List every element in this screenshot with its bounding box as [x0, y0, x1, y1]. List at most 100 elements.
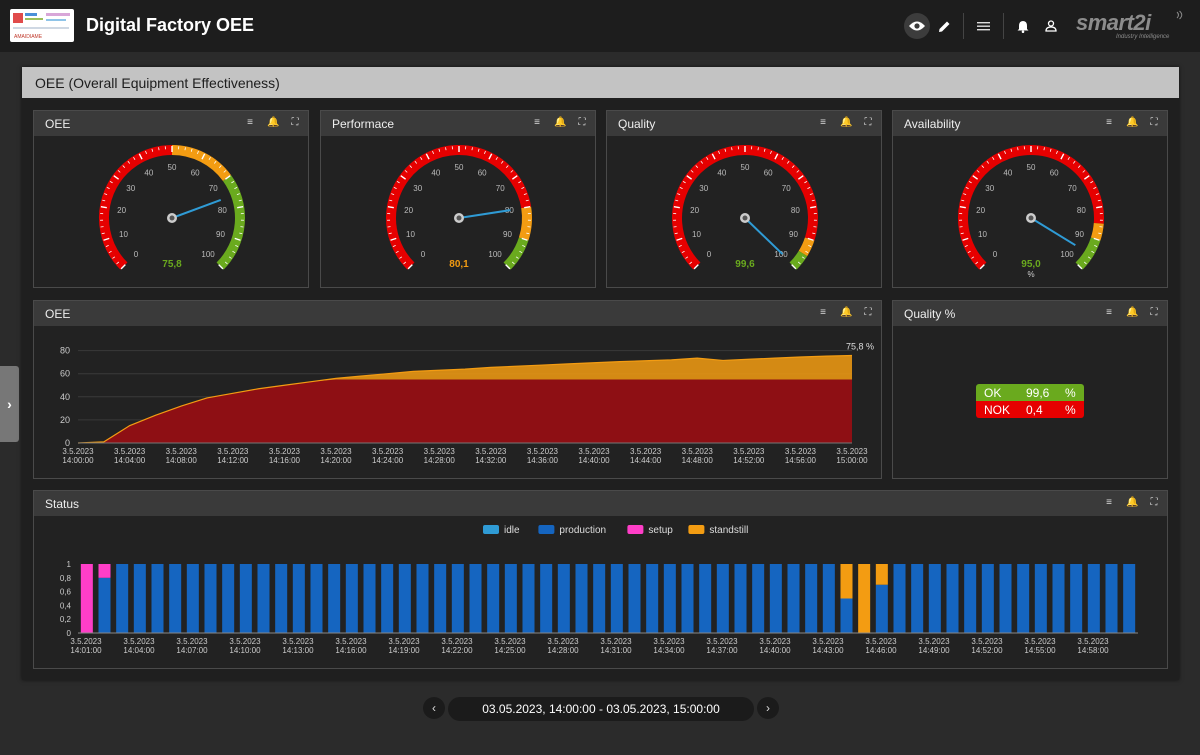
gauge-tick — [145, 150, 147, 154]
x-tick-time: 14:36:00 — [527, 456, 559, 465]
alarm-icon[interactable]: 🔔 — [267, 117, 280, 128]
gauge-tick — [968, 181, 972, 184]
quality-row-ok: OK 99,6 % — [976, 384, 1084, 401]
alarm-icon[interactable]: 🔔 — [1126, 307, 1139, 318]
company-logo[interactable]: AMAIDIAME — [10, 9, 74, 42]
x-tick-time: 14:58:00 — [1077, 646, 1109, 655]
x-tick-time: 14:04:00 — [114, 456, 146, 465]
edit-button[interactable] — [932, 14, 956, 38]
gauge-tick — [515, 256, 519, 259]
menu-button[interactable] — [971, 14, 995, 38]
gauge-tick — [1077, 165, 1081, 168]
gauge-tick — [1090, 181, 1094, 184]
gauge-tick — [976, 170, 980, 173]
gauge-tick — [763, 148, 766, 152]
gauge-tick — [690, 170, 694, 173]
status-bar-production — [893, 564, 906, 633]
gauge-tick — [1083, 261, 1087, 265]
gauge-tick-label: 20 — [117, 206, 126, 215]
x-tick-label: 3.5.2023 14:28:00 — [547, 637, 579, 655]
gauge-tick — [400, 175, 407, 180]
y-tick-label: 1 — [67, 560, 72, 569]
x-tick-date: 3.5.2023 — [971, 637, 1003, 646]
notifications-button[interactable] — [1011, 14, 1035, 38]
gauge-tick — [235, 245, 239, 247]
x-tick-date: 3.5.2023 — [424, 447, 456, 456]
legend-icon[interactable]: ≡ — [247, 117, 253, 128]
fullscreen-icon[interactable]: ⛶ — [864, 307, 872, 318]
gauge-tick — [495, 156, 498, 160]
x-tick-time: 14:08:00 — [166, 456, 198, 465]
gauge-tick — [700, 160, 704, 164]
alarm-icon[interactable]: 🔔 — [1126, 117, 1139, 128]
fullscreen-icon[interactable]: ⛶ — [1150, 307, 1158, 318]
legend-icon[interactable]: ≡ — [1106, 307, 1112, 318]
x-tick-label: 3.5.2023 14:58:00 — [1077, 637, 1109, 655]
status-bar-production — [575, 564, 588, 633]
x-tick-date: 3.5.2023 — [733, 447, 765, 456]
fullscreen-icon[interactable]: ⛶ — [1150, 117, 1158, 128]
gauge-tick — [796, 170, 800, 173]
x-tick-date: 3.5.2023 — [600, 637, 632, 646]
view-mode-button[interactable] — [904, 13, 930, 39]
user-button[interactable] — [1039, 14, 1063, 38]
quality-percent-panel: Quality % ≡ 🔔 ⛶ OK 99,6 % NOK 0,4 % — [892, 300, 1168, 479]
x-tick-label: 3.5.2023 14:34:00 — [653, 637, 685, 655]
gauge-tick — [757, 147, 759, 151]
gauge-tick-label: 90 — [216, 230, 225, 239]
x-tick-time: 14:19:00 — [388, 646, 420, 655]
gauge-tick-label: 50 — [455, 163, 464, 172]
gauge-tick — [685, 256, 689, 259]
gauge-band — [216, 175, 245, 270]
legend-icon[interactable]: ≡ — [1106, 497, 1112, 508]
gauge-tick — [1056, 150, 1058, 154]
fullscreen-icon[interactable]: ⛶ — [291, 117, 299, 128]
gauge-tick — [781, 156, 784, 160]
quality-value: 99,6 — [1026, 386, 1050, 400]
gauge-tick-label: 20 — [690, 206, 699, 215]
next-range-button[interactable]: › — [757, 697, 779, 719]
legend-icon[interactable]: ≡ — [1106, 117, 1112, 128]
sidebar-toggle[interactable]: › — [0, 366, 19, 442]
gauge-needle — [744, 217, 784, 255]
x-tick-label: 3.5.2023 14:16:00 — [269, 447, 301, 465]
gauge-tick — [1010, 148, 1013, 152]
gauge-tick — [237, 206, 244, 209]
x-tick-time: 14:55:00 — [1024, 646, 1056, 655]
gauge-band — [672, 145, 818, 270]
gauge-band — [518, 206, 532, 241]
status-bar-production — [805, 564, 818, 633]
gauge-band — [958, 145, 1104, 270]
fullscreen-icon[interactable]: ⛶ — [864, 117, 872, 128]
x-tick-date: 3.5.2023 — [547, 637, 579, 646]
alarm-icon[interactable]: 🔔 — [554, 117, 567, 128]
gauge-tick-label: 0 — [134, 250, 139, 259]
x-tick-label: 3.5.2023 14:28:00 — [424, 447, 456, 465]
status-bar-production — [381, 564, 394, 633]
panel-title: Performace — [332, 117, 395, 131]
alarm-icon[interactable]: 🔔 — [1126, 497, 1139, 508]
legend-icon[interactable]: ≡ — [534, 117, 540, 128]
x-tick-date: 3.5.2023 — [1024, 637, 1056, 646]
previous-range-button[interactable]: ‹ — [423, 697, 445, 719]
gauge-tick — [805, 250, 809, 254]
alarm-icon[interactable]: 🔔 — [840, 117, 853, 128]
legend-icon[interactable]: ≡ — [820, 117, 826, 128]
gauge-tick — [678, 245, 682, 247]
gauge-tick — [388, 232, 392, 235]
status-bar-standstill — [840, 564, 853, 599]
alarm-icon[interactable]: 🔔 — [840, 307, 853, 318]
x-tick-date: 3.5.2023 — [217, 447, 249, 456]
fullscreen-icon[interactable]: ⛶ — [578, 117, 586, 128]
fullscreen-icon[interactable]: ⛶ — [1150, 497, 1158, 508]
status-bar-production — [169, 564, 182, 633]
date-range-display[interactable]: 03.05.2023, 14:00:00 - 03.05.2023, 15:00… — [448, 697, 754, 721]
section-header: OEE (Overall Equipment Effectiveness) — [22, 67, 1179, 98]
legend-icon[interactable]: ≡ — [820, 307, 826, 318]
x-tick-time: 14:52:00 — [971, 646, 1003, 655]
x-tick-time: 14:22:00 — [441, 646, 473, 655]
gauge-tick — [1017, 147, 1019, 151]
gauge-tick — [811, 199, 815, 202]
gauge-tick — [521, 237, 528, 241]
gauge-tick — [407, 264, 413, 270]
